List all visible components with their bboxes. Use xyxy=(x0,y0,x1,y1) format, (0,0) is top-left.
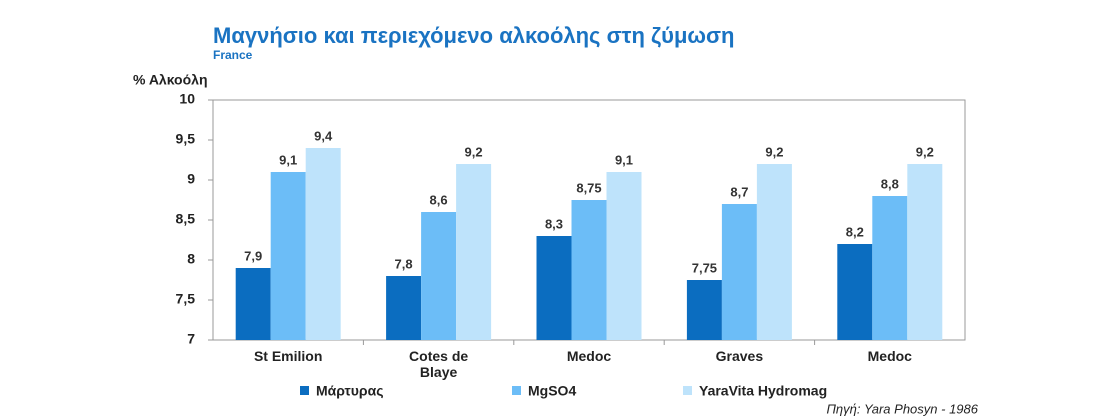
bar xyxy=(837,244,873,340)
value-label: 9,4 xyxy=(314,128,333,143)
value-label: 9,1 xyxy=(615,152,633,167)
y-tick-label: 8,5 xyxy=(176,211,196,227)
bar xyxy=(686,280,722,340)
value-label: 7,75 xyxy=(692,260,717,275)
bar xyxy=(270,172,306,340)
y-tick-label: 8 xyxy=(187,251,195,267)
value-label: 8,8 xyxy=(881,176,899,191)
value-label: 9,1 xyxy=(279,152,297,167)
value-label: 9,2 xyxy=(465,144,483,159)
bar xyxy=(305,148,341,340)
y-axis-label: % Αλκοόλη xyxy=(133,72,208,88)
bar xyxy=(386,276,422,340)
source-note: Πηγή: Yara Phosyn - 1986 xyxy=(826,401,978,416)
legend-label: MgSO4 xyxy=(528,383,576,399)
value-label: 9,2 xyxy=(916,144,934,159)
x-tick-label: Graves xyxy=(715,348,764,364)
y-tick-label: 10 xyxy=(179,91,195,107)
bar xyxy=(721,204,757,340)
value-label: 8,7 xyxy=(730,184,748,199)
legend-marker xyxy=(512,386,521,395)
chart-title: Μαγνήσιο και περιεχόμενο αλκοόλης στη ζύ… xyxy=(213,23,735,48)
y-tick-label: 9,5 xyxy=(176,131,196,147)
value-label: 7,9 xyxy=(244,248,262,263)
bar xyxy=(235,268,271,340)
value-label: 9,2 xyxy=(765,144,783,159)
x-tick-label: St Emilion xyxy=(253,348,323,364)
bar xyxy=(536,236,572,340)
legend-label: Μάρτυρας xyxy=(316,383,383,399)
value-label: 8,3 xyxy=(545,216,563,231)
x-tick-label: Medoc xyxy=(867,348,912,364)
bar xyxy=(756,164,792,340)
y-tick-label: 7 xyxy=(187,331,195,347)
chart-subtitle: France xyxy=(213,48,253,62)
value-label: 8,2 xyxy=(846,224,864,239)
y-tick-label: 9 xyxy=(187,171,195,187)
legend-marker xyxy=(683,386,692,395)
y-tick-label: 7,5 xyxy=(176,291,196,307)
x-tick-label: Medoc xyxy=(566,348,612,364)
bar xyxy=(571,200,607,340)
value-label: 8,6 xyxy=(430,192,448,207)
bar xyxy=(606,172,642,340)
x-tick-label: Cotes de Blaye xyxy=(409,348,469,380)
value-label: 8,75 xyxy=(576,180,601,195)
value-label: 7,8 xyxy=(395,256,413,271)
bar xyxy=(872,196,908,340)
bar xyxy=(907,164,943,340)
legend-marker xyxy=(300,386,309,395)
bar xyxy=(456,164,492,340)
bar xyxy=(421,212,457,340)
legend-label: YaraVita Hydromag xyxy=(699,383,827,399)
